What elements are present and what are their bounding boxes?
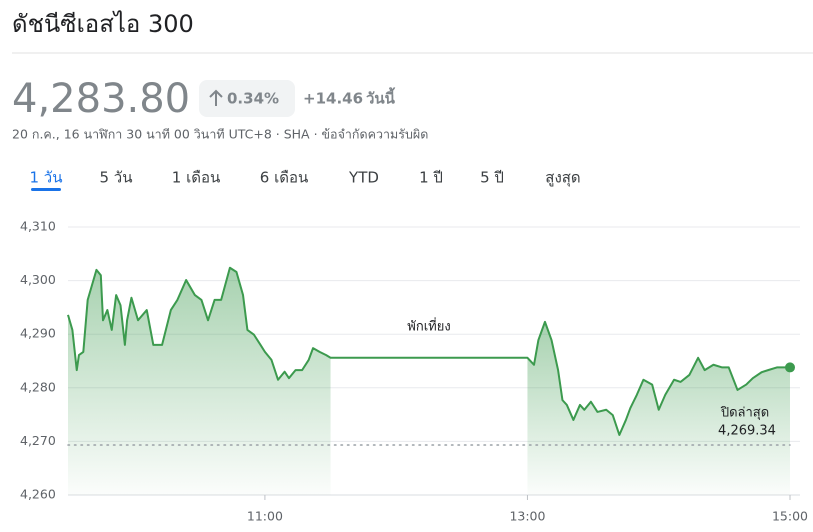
change-percent: 0.34%: [227, 90, 279, 108]
tab[interactable]: YTD: [348, 169, 379, 187]
tab[interactable]: 5 ปี: [480, 169, 504, 187]
period: วันนี้: [366, 87, 396, 108]
y-tick-label: 4,300: [20, 272, 56, 287]
x-tick-label: 15:00: [772, 509, 808, 524]
area: [527, 321, 790, 495]
break-label: พักเที่ยง: [407, 317, 450, 334]
y-tick-label: 4,260: [20, 487, 56, 502]
y-tick-label: 4,270: [20, 433, 56, 448]
area: [68, 267, 331, 495]
x-tick-label: 11:00: [247, 509, 283, 524]
price: 4,283.80: [12, 76, 190, 122]
chart: 4,260 4,270 4,280 4,290 4,300 4,310 11:00 13:00…: [20, 219, 808, 524]
y-tick-label: 4,310: [20, 219, 56, 234]
x-tick-label: 13:00: [509, 509, 545, 524]
arrow-up-icon: [209, 89, 223, 106]
tab[interactable]: 6 เดือน: [260, 169, 308, 187]
y-tick-label: 4,290: [20, 326, 56, 341]
title: ดัชนีซีเอสไอ 300: [12, 10, 194, 38]
subtitle: 20 ก.ค., 16 นาฬิกา 30 นาที 00 วินาที UTC…: [12, 127, 428, 142]
change: +14.46: [303, 90, 363, 108]
tab-underline: [31, 188, 61, 191]
tab[interactable]: 5 วัน: [100, 169, 133, 187]
tab[interactable]: 1 เดือน: [172, 169, 220, 187]
previous-close-label: ปิดล่าสุด: [720, 405, 769, 420]
price-line: [67, 266, 790, 436]
tabs: 1 วัน 5 วัน 1 เดือน 6 เดือน YTD 1 ปี 5 ปี สูงสุ…: [30, 169, 581, 191]
tab[interactable]: 1 ปี: [419, 169, 443, 187]
change-badge: [199, 80, 295, 117]
y-tick-label: 4,280: [20, 379, 56, 394]
previous-close-value: 4,269.34: [718, 423, 776, 438]
tab[interactable]: สูงสุด: [545, 169, 580, 188]
last-point: [785, 362, 795, 373]
tab[interactable]: 1 วัน: [30, 169, 63, 187]
